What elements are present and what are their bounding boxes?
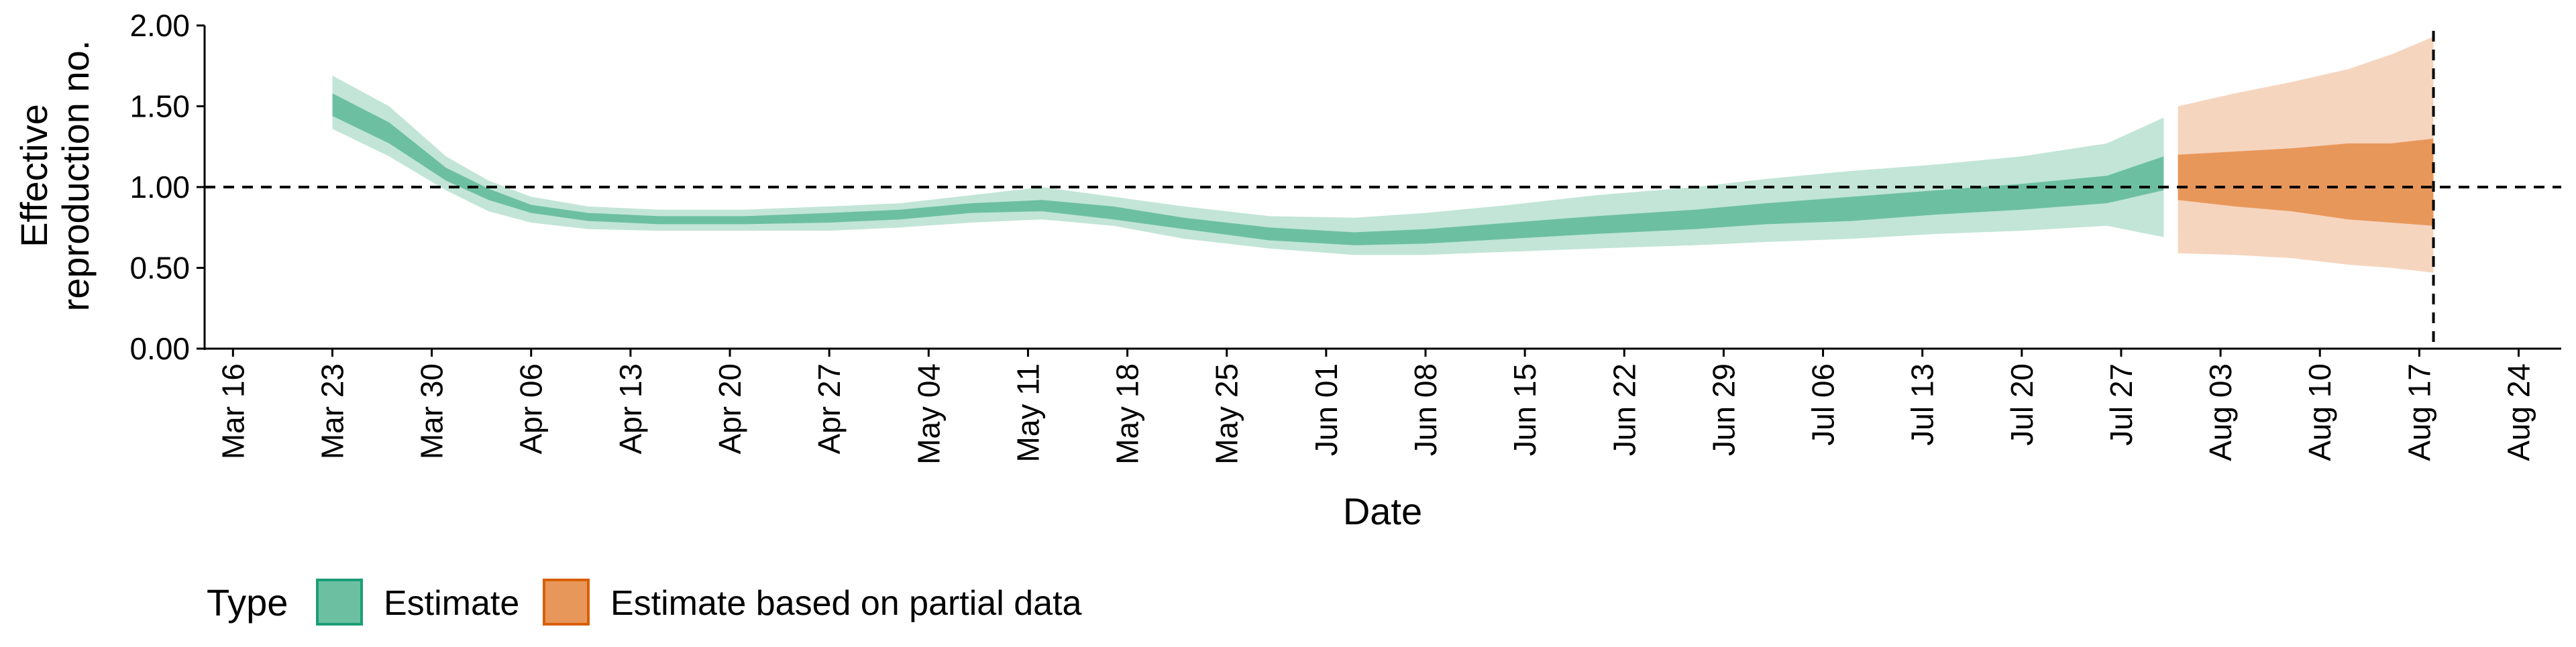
axis-labels: Effective reproduction no. Date [13, 40, 1422, 532]
x-tick-label: Aug 24 [2502, 363, 2536, 461]
x-tick-label: Aug 03 [2203, 363, 2238, 461]
x-tick-label: Jun 08 [1408, 363, 1443, 456]
x-tick-label: Jun 01 [1309, 363, 1344, 456]
y-tick-label: 1.00 [129, 170, 190, 204]
x-tick-label: Jul 13 [1905, 363, 1940, 446]
y-tick-label: 1.50 [129, 89, 190, 124]
x-tick-label: Mar 16 [215, 363, 250, 459]
x-tick-label: Apr 20 [712, 363, 747, 455]
x-tick-label: Apr 13 [613, 363, 648, 455]
x-tick-label: Mar 23 [315, 363, 350, 459]
legend-label-partial: Estimate based on partial data [610, 584, 1082, 623]
y-tick-label: 0.50 [129, 251, 190, 286]
axes: 0.00 0.50 1.00 1.50 2.00 Mar 16 Mar 23 Mar 30 Ap… [129, 8, 2561, 465]
x-tick-label: Jun 15 [1507, 363, 1542, 456]
x-tick-label: Apr 06 [514, 363, 549, 455]
x-tick-label: Aug 17 [2402, 363, 2436, 461]
x-tick-label: Mar 30 [415, 363, 449, 459]
x-tick-label: Apr 27 [812, 363, 847, 455]
x-tick-label: Jun 29 [1706, 363, 1741, 456]
x-tick-label: Aug 10 [2302, 363, 2337, 461]
y-axis-title-line2: reproduction no. [54, 40, 97, 312]
legend-swatch-estimate [316, 579, 363, 626]
x-tick-label: May 25 [1210, 363, 1244, 465]
band-50-partial [2178, 138, 2434, 226]
x-tick-label: Jul 27 [2104, 363, 2139, 446]
x-tick-label: May 04 [911, 363, 946, 465]
legend-label-estimate: Estimate [384, 584, 519, 623]
legend-swatch-partial [543, 579, 590, 626]
x-tick-label: Jul 06 [1806, 363, 1841, 446]
x-tick-label: Jun 22 [1607, 363, 1642, 456]
plot-area [332, 36, 2434, 273]
x-tick-label: May 18 [1110, 363, 1145, 465]
legend-title: Type [207, 581, 288, 624]
y-axis-title-line1: Effective [13, 104, 55, 247]
x-tick-label: Jul 20 [2004, 363, 2039, 446]
x-tick-label: May 11 [1010, 363, 1045, 462]
x-axis-title: Date [1343, 490, 1422, 532]
y-tick-label: 0.00 [129, 331, 190, 366]
legend: Type Estimate Estimate based on partial … [207, 579, 1082, 626]
y-tick-label: 2.00 [129, 8, 190, 43]
